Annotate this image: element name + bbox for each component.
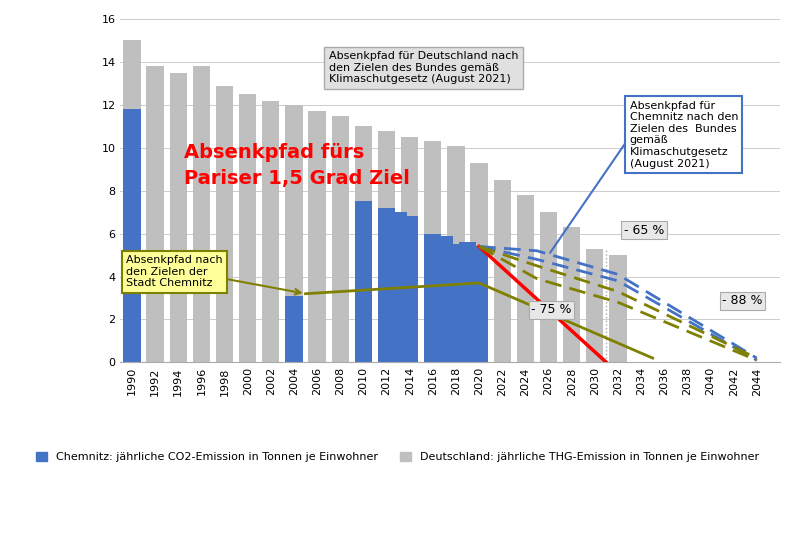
Text: - 65 %: - 65 % bbox=[624, 224, 664, 237]
Bar bbox=[355, 126, 372, 362]
Text: Pariser 1,5 Grad Ziel: Pariser 1,5 Grad Ziel bbox=[184, 169, 410, 188]
Bar bbox=[285, 105, 303, 362]
Bar bbox=[215, 86, 233, 362]
Bar bbox=[123, 109, 141, 362]
Bar bbox=[378, 208, 395, 362]
Bar bbox=[470, 163, 488, 362]
Bar bbox=[332, 115, 349, 362]
Text: - 88 %: - 88 % bbox=[722, 294, 763, 307]
Text: - 75 %: - 75 % bbox=[531, 303, 572, 316]
Bar bbox=[563, 227, 581, 362]
Bar bbox=[401, 137, 418, 362]
Bar bbox=[424, 141, 441, 362]
Bar bbox=[123, 40, 141, 362]
Bar bbox=[586, 248, 603, 362]
Bar bbox=[239, 94, 256, 362]
Bar bbox=[378, 131, 395, 362]
Bar bbox=[610, 255, 626, 362]
Bar bbox=[436, 236, 453, 362]
Bar bbox=[401, 216, 418, 362]
Bar bbox=[147, 66, 163, 362]
Bar bbox=[262, 100, 280, 362]
Text: Absenkpfad für
Chemnitz nach den
Zielen des  Bundes
gemäß
Klimaschutgesetz
(Augu: Absenkpfad für Chemnitz nach den Zielen … bbox=[630, 100, 738, 168]
Bar bbox=[493, 180, 511, 362]
Bar bbox=[355, 201, 372, 362]
Bar bbox=[424, 233, 441, 362]
Bar bbox=[193, 66, 210, 362]
Bar bbox=[389, 212, 407, 362]
Bar bbox=[285, 296, 303, 362]
Bar bbox=[308, 112, 326, 362]
Bar bbox=[447, 245, 465, 362]
Bar bbox=[470, 247, 488, 362]
Bar bbox=[170, 73, 187, 362]
Text: Absenkpfad für Deutschland nach
den Zielen des Bundes gemäß
Klimaschutgesetz (Au: Absenkpfad für Deutschland nach den Ziel… bbox=[328, 51, 518, 84]
Bar bbox=[517, 195, 534, 362]
Text: Absenkpfad fürs: Absenkpfad fürs bbox=[184, 144, 364, 162]
Text: Absenkpfad nach
den Zielen der
Stadt Chemnitz: Absenkpfad nach den Zielen der Stadt Che… bbox=[127, 255, 223, 288]
Bar bbox=[540, 212, 557, 362]
Bar bbox=[447, 146, 465, 362]
Legend: Chemnitz: jährliche CO2-Emission in Tonnen je Einwohner, Deutschland: jährliche : Chemnitz: jährliche CO2-Emission in Tonn… bbox=[31, 448, 763, 466]
Bar bbox=[459, 242, 477, 362]
